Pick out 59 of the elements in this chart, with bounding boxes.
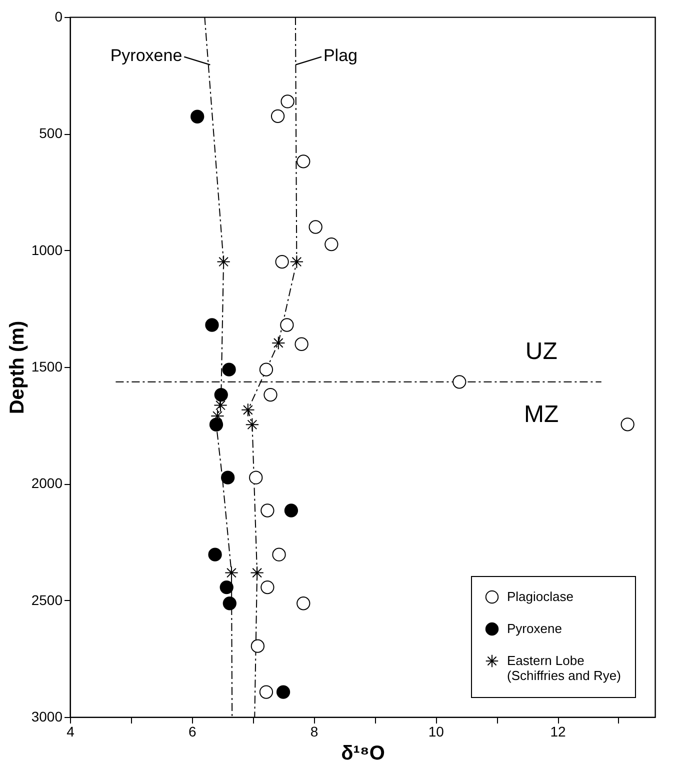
point [241, 403, 255, 417]
y-tick-label: 2500 [31, 592, 63, 608]
x-axis-title: δ¹⁸O [341, 742, 385, 764]
point [210, 409, 224, 423]
point [259, 362, 274, 376]
annotation: MZ [524, 400, 559, 428]
point [260, 504, 274, 518]
point [280, 94, 294, 108]
point [272, 548, 286, 562]
point [222, 596, 236, 610]
point [290, 254, 304, 269]
point [272, 336, 286, 350]
point [275, 254, 289, 269]
y-tick-label: 500 [39, 125, 63, 142]
point [259, 685, 274, 699]
point [296, 596, 310, 610]
point [294, 337, 308, 351]
point [214, 388, 228, 402]
legend-label: Eastern Lobe (Schiffries and Rye) [507, 653, 621, 683]
x-tick-label: 6 [188, 724, 196, 740]
point [260, 580, 274, 594]
point [190, 110, 204, 124]
point [452, 375, 466, 389]
x-tick-label: 4 [66, 724, 75, 740]
point [220, 580, 234, 594]
annotation: Plag [323, 46, 358, 65]
x-tick-label: 8 [310, 724, 318, 740]
point [208, 548, 222, 562]
point [245, 418, 260, 432]
y-tick-label: 2000 [31, 475, 63, 492]
point [249, 470, 263, 484]
point [221, 470, 235, 484]
point [250, 566, 264, 580]
point [280, 318, 294, 332]
point [216, 254, 230, 269]
point [284, 504, 298, 518]
point [264, 388, 278, 402]
point [209, 418, 224, 432]
x-tick-label: 12 [550, 724, 566, 740]
point [222, 362, 236, 376]
point [250, 639, 265, 653]
point [308, 220, 322, 234]
legend-label: Plagioclase [507, 589, 574, 604]
annotation: Pyroxene [110, 46, 182, 65]
point [205, 318, 219, 332]
point [270, 109, 285, 123]
y-axis-title: Depth (m) [6, 320, 28, 414]
y-tick-label: 0 [54, 8, 63, 24]
point [276, 685, 290, 699]
point [296, 154, 310, 168]
x-tick-label: 10 [428, 724, 444, 740]
point [224, 566, 238, 580]
point [620, 418, 634, 432]
y-tick-label: 1000 [31, 242, 63, 258]
annotation: UZ [525, 338, 558, 365]
point [324, 237, 338, 252]
y-tick-label: 1500 [31, 358, 63, 374]
y-tick-label: 3000 [31, 708, 63, 724]
legend-label: Pyroxene [507, 621, 562, 636]
